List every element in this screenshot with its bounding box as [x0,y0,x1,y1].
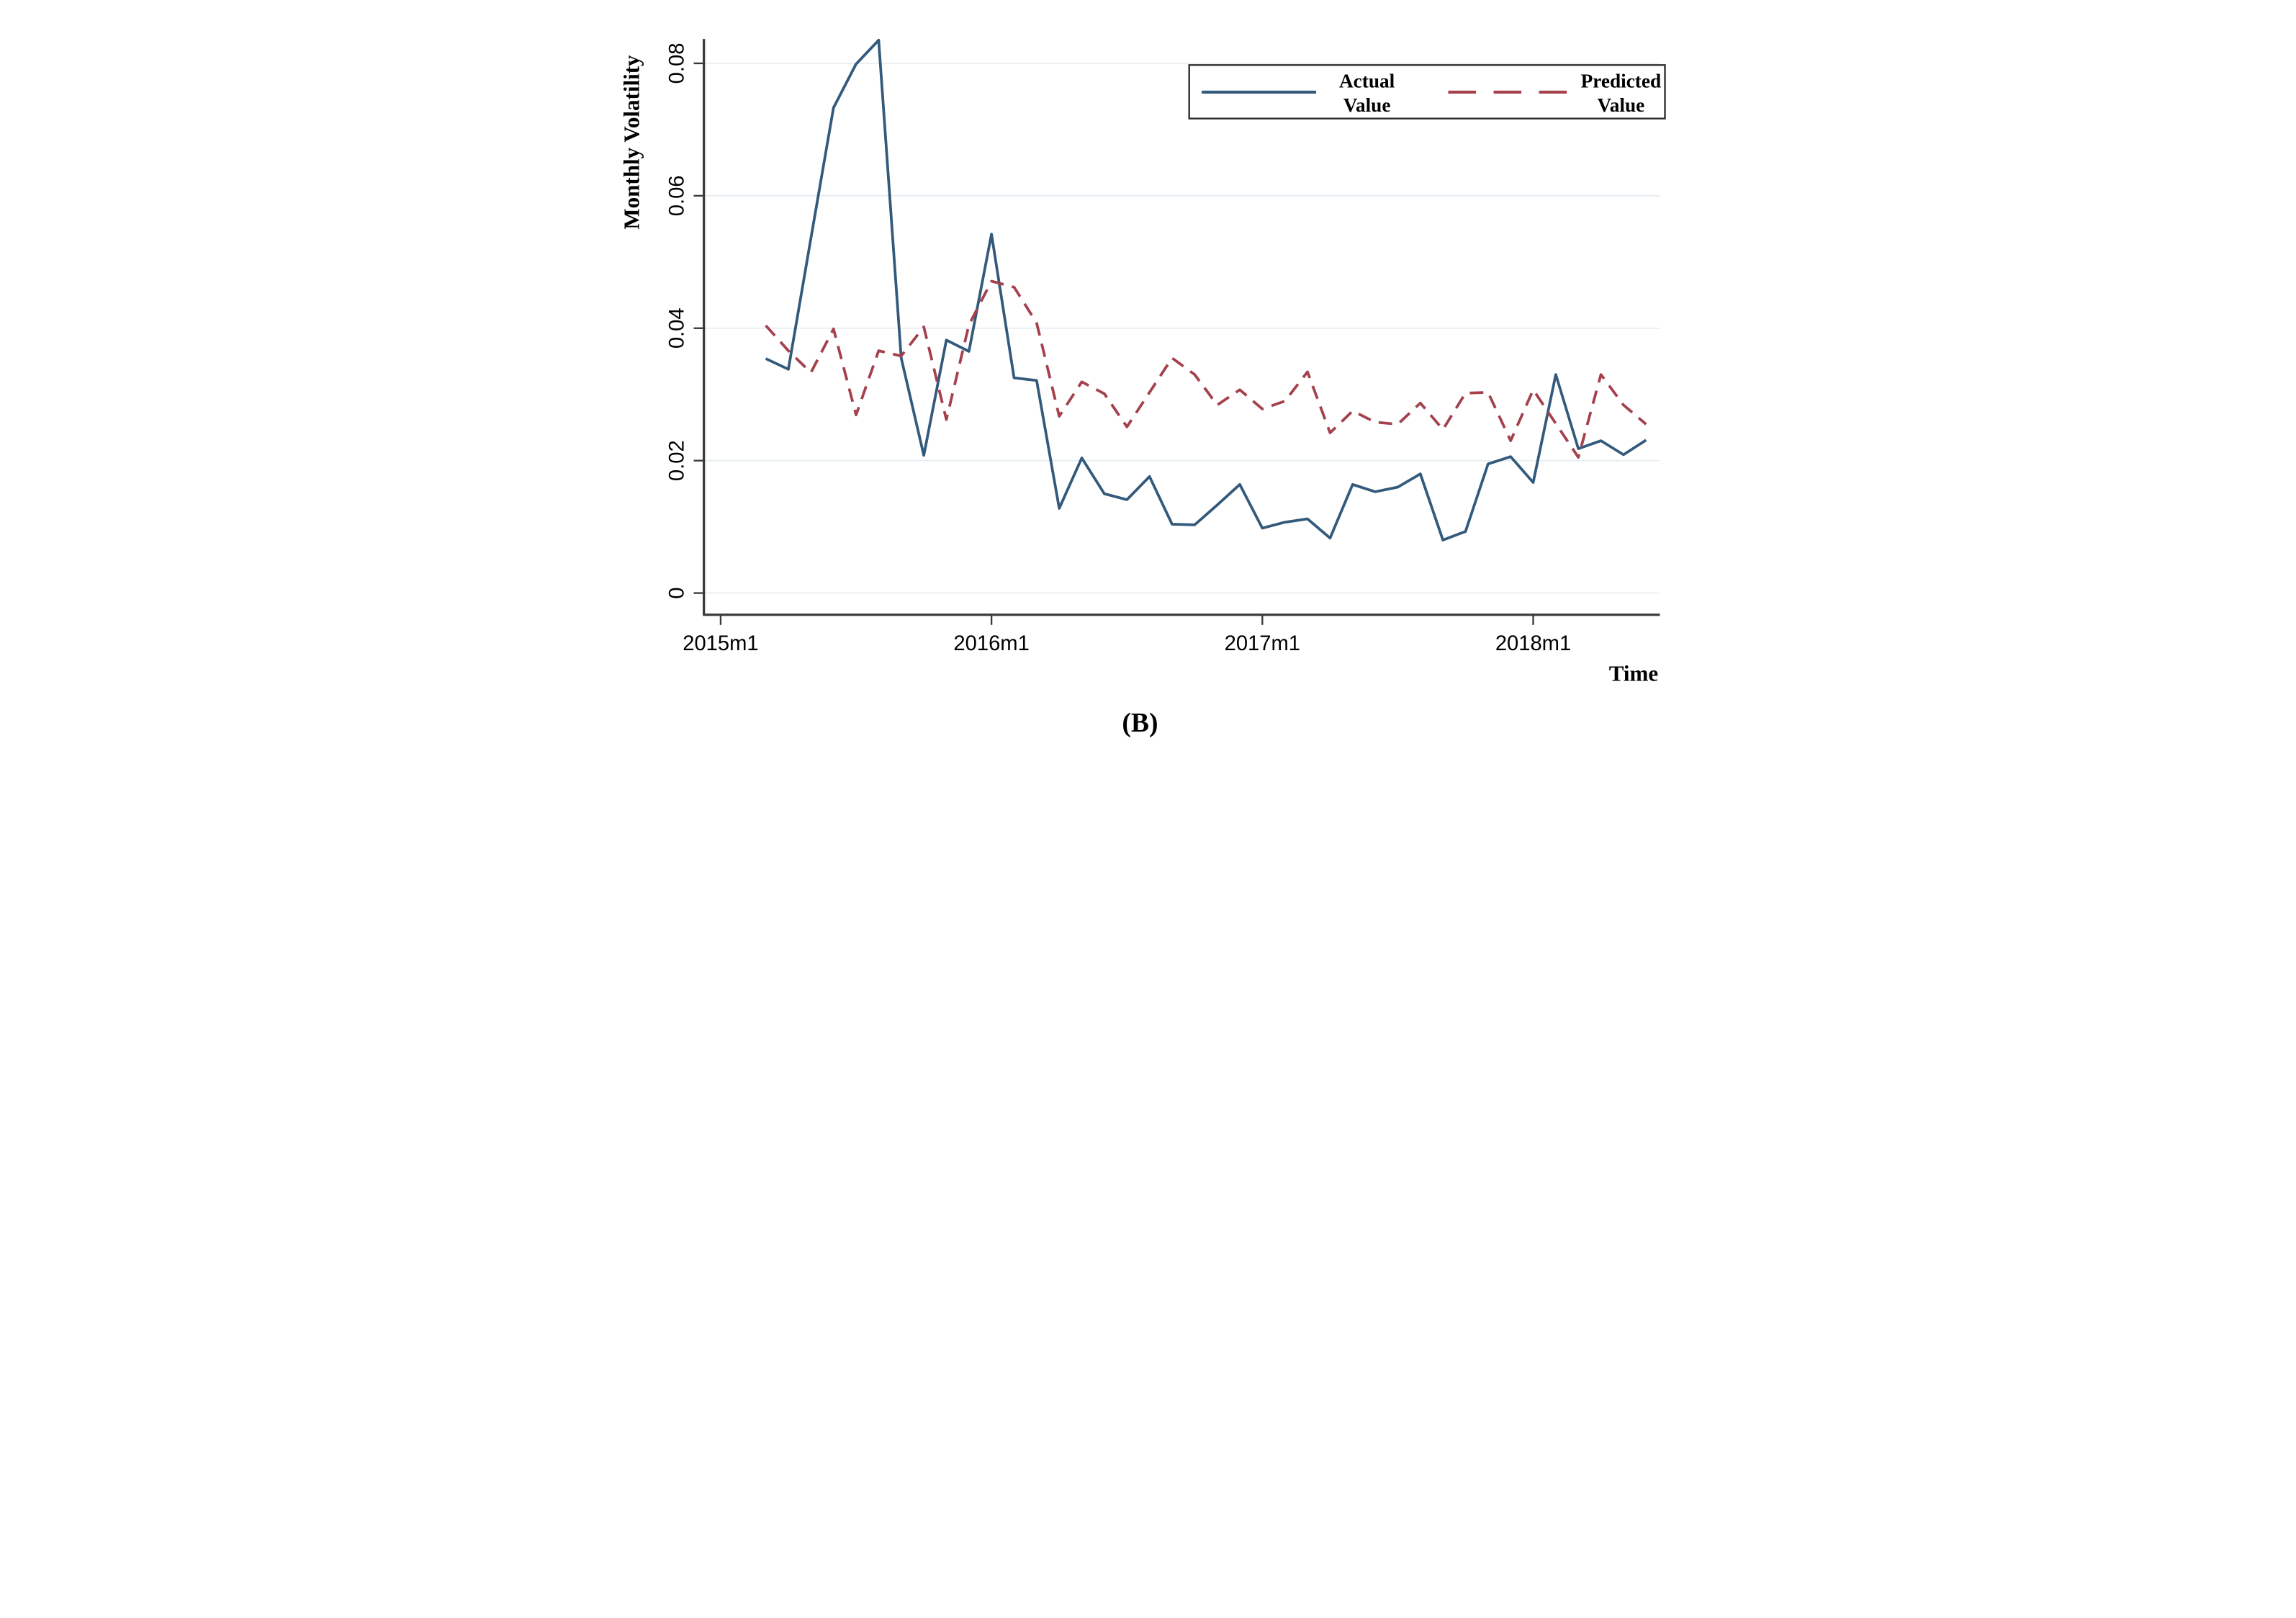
gridlines [703,63,1660,594]
x-axis-title: Time [1608,660,1657,686]
tick-marks [693,62,1534,625]
x-tick-label: 2018m1 [1495,632,1570,655]
chart-background [608,0,1688,761]
legend-actual-label-line1: Actual [1338,70,1395,91]
x-tick-label: 2016m1 [953,632,1029,655]
figure-page: 0 0.02 0.04 0.06 0.08 2015m1 2016m1 2017m1 2018m… [608,0,1688,761]
series-line-actual-value [765,38,1647,541]
y-tick-label: 0.06 [665,175,688,216]
legend-predicted-label-line2: Value [1597,94,1644,116]
legend-predicted-label-line1: Predicted [1580,70,1661,91]
y-axis-title: Monthly Volatility [618,55,644,230]
figure-caption: (B) [1122,708,1158,738]
monthly-volatility-chart: 0 0.02 0.04 0.06 0.08 2015m1 2016m1 2017m1 2018m… [608,0,1688,761]
legend-actual-label-line2: Value [1343,94,1390,116]
legend: Actual Value Predicted Value [1188,64,1666,120]
tick-labels: 0 0.02 0.04 0.06 0.08 2015m1 2016m1 2017m1 2018m… [665,43,1571,656]
x-tick-label: 2015m1 [683,632,758,655]
y-tick-label: 0.08 [665,43,688,84]
axes [702,39,1660,616]
y-tick-label: 0.04 [665,307,688,349]
x-tick-label: 2017m1 [1224,632,1300,655]
series-line-predicted-value [764,279,1647,459]
y-tick-label: 0 [665,587,688,598]
y-tick-label: 0.02 [665,440,688,481]
series-lines [764,38,1647,541]
